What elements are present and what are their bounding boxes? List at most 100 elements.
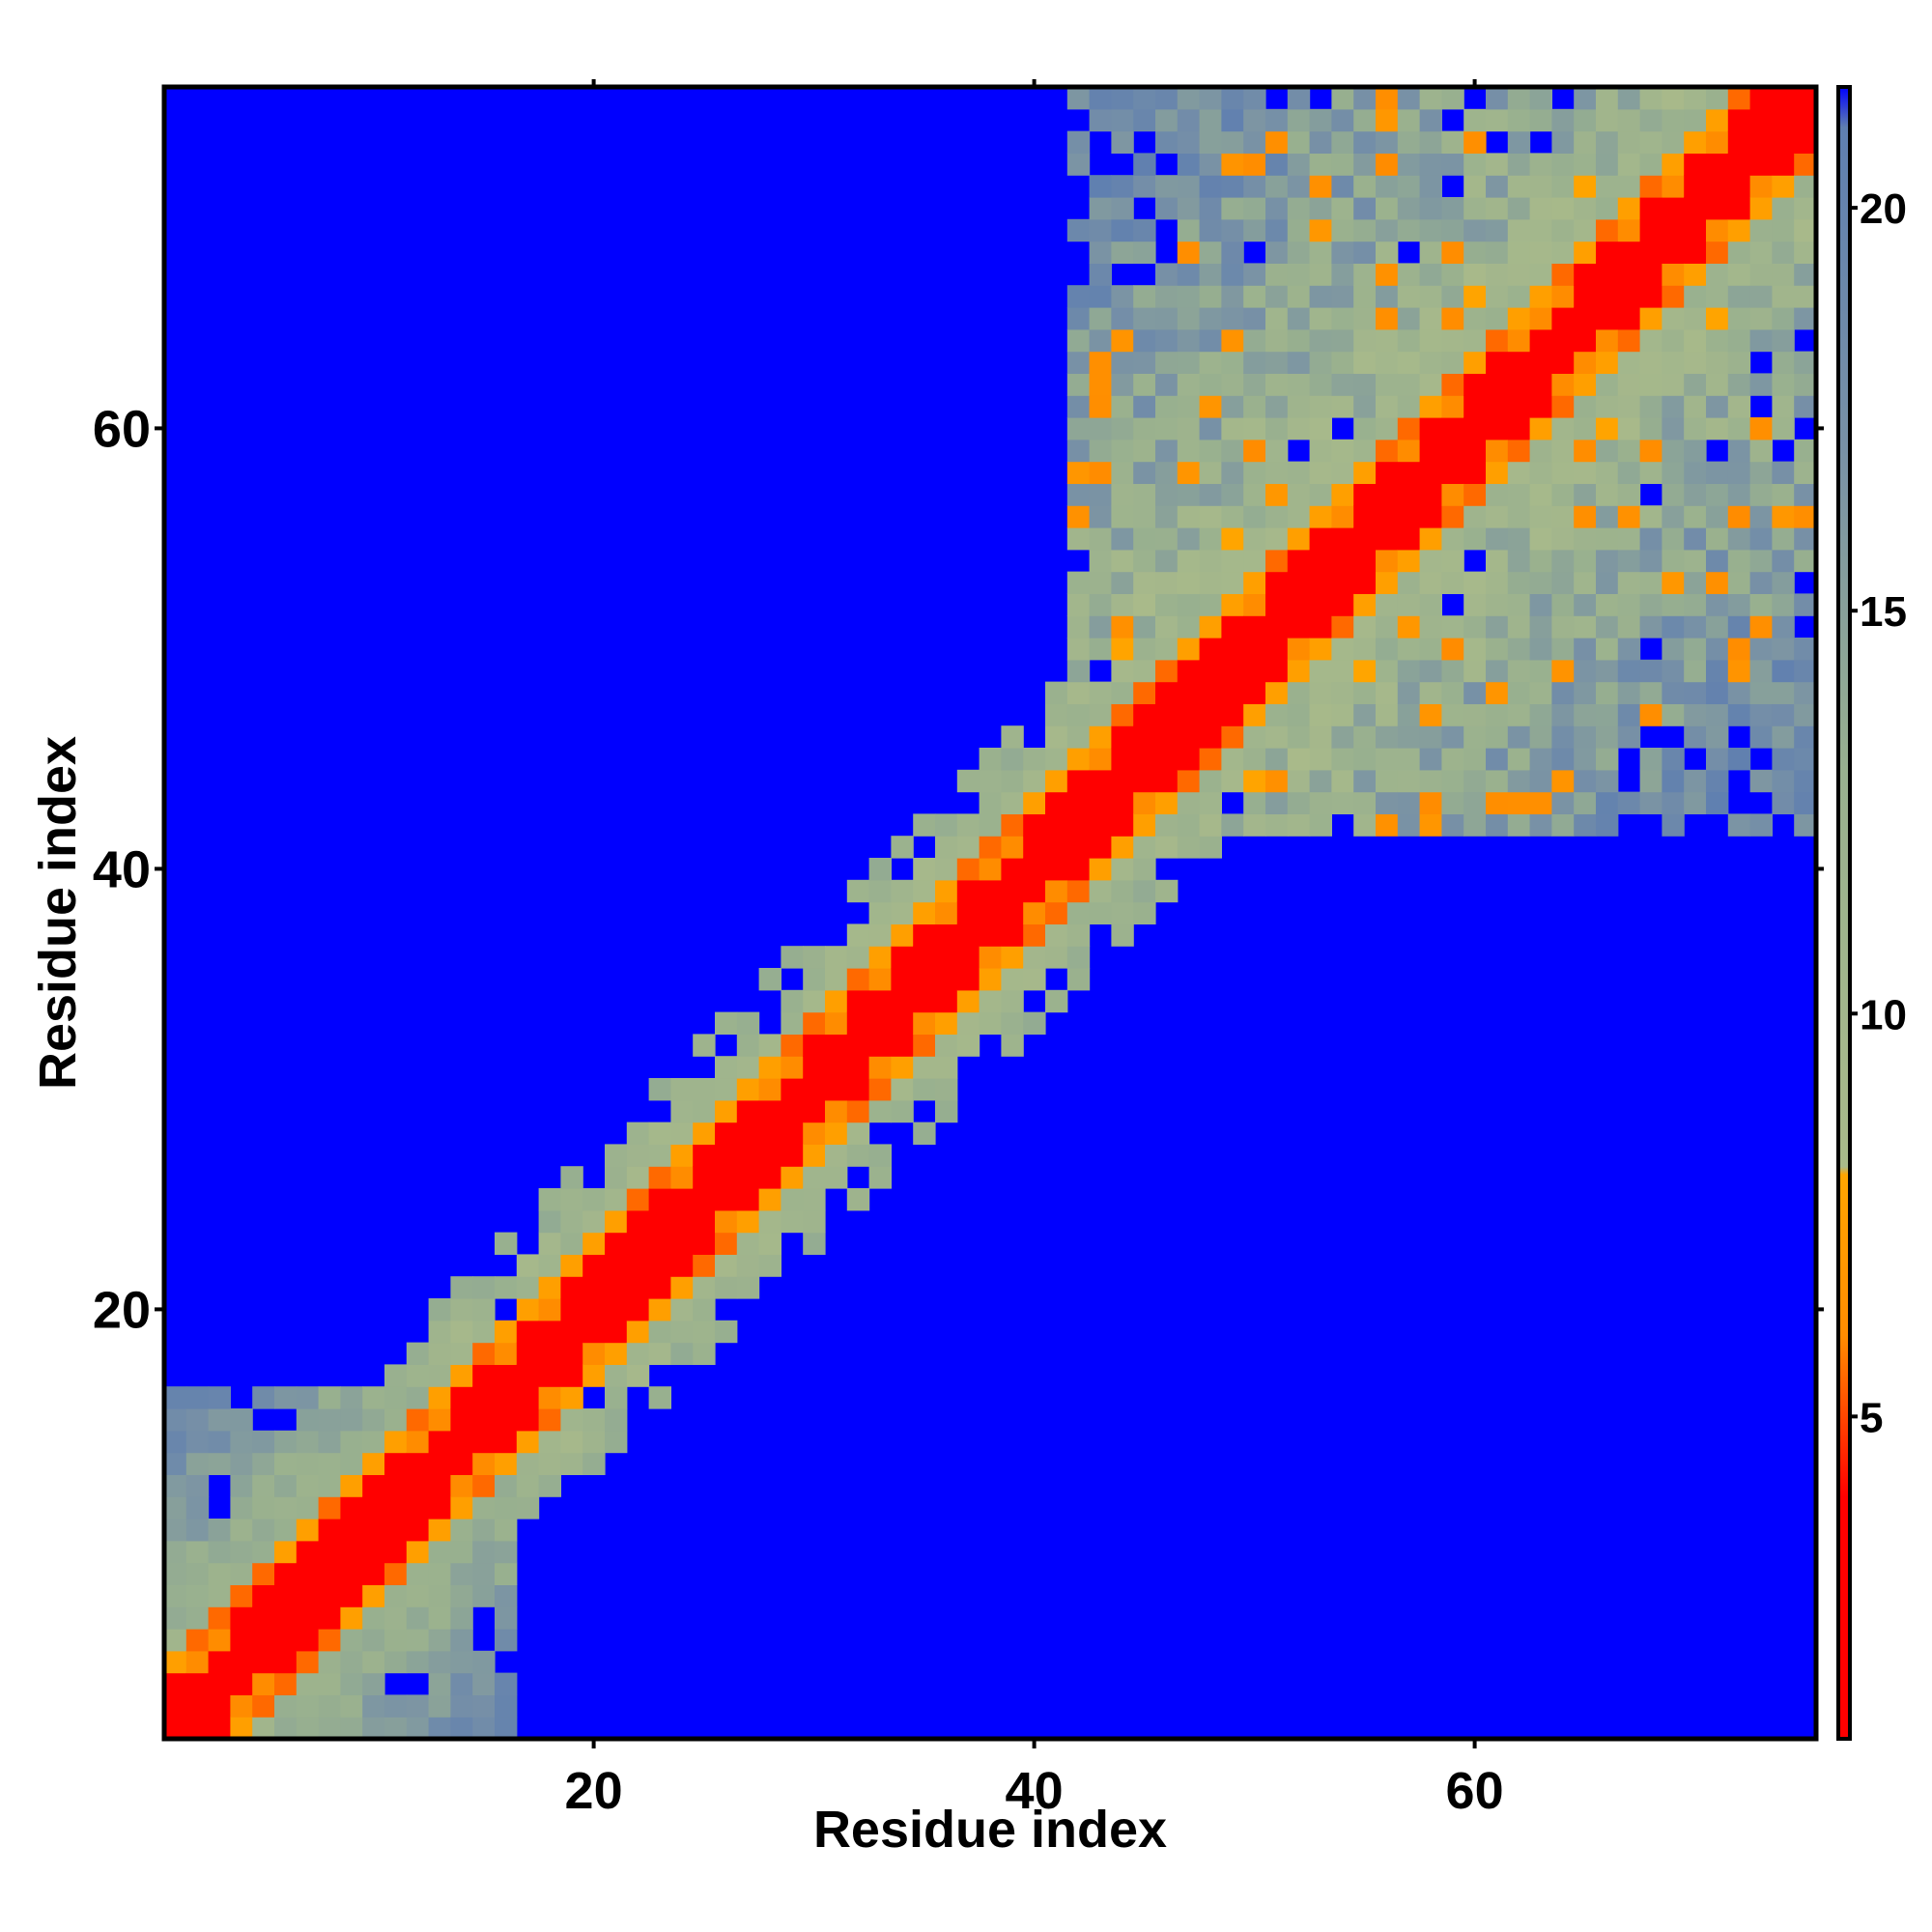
heatmap-cell xyxy=(935,1011,958,1035)
heatmap-cell xyxy=(1749,527,1773,551)
heatmap-cell xyxy=(495,1717,518,1740)
heatmap-cell xyxy=(1331,108,1354,132)
heatmap-cell xyxy=(1419,549,1442,573)
heatmap-cell xyxy=(1287,263,1311,286)
heatmap-cell xyxy=(450,1320,473,1344)
heatmap-cell xyxy=(1221,328,1244,353)
heatmap-cell xyxy=(605,1209,628,1234)
heatmap-cell xyxy=(1617,153,1641,176)
heatmap-cell xyxy=(1529,748,1552,771)
heatmap-cell xyxy=(1177,681,1201,704)
heatmap-cell xyxy=(1331,527,1354,551)
heatmap-cell xyxy=(1794,108,1817,132)
heatmap-cell xyxy=(1639,703,1662,726)
heatmap-cell xyxy=(605,1430,628,1454)
heatmap-cell xyxy=(274,1650,298,1674)
heatmap-cell xyxy=(1023,748,1046,771)
heatmap-cell xyxy=(846,879,870,903)
heatmap-cell xyxy=(1376,87,1399,110)
heatmap-cell xyxy=(1331,130,1354,154)
heatmap-cell xyxy=(715,1232,738,1255)
heatmap-cell xyxy=(1574,108,1597,132)
heatmap-cell xyxy=(1066,373,1091,396)
heatmap-cell xyxy=(1177,638,1201,661)
heatmap-cell xyxy=(384,1540,408,1564)
heatmap-cell xyxy=(648,1320,671,1344)
heatmap-cell xyxy=(538,1188,561,1211)
heatmap-cell xyxy=(1749,307,1773,330)
heatmap-cell xyxy=(1309,241,1332,264)
heatmap-cell xyxy=(428,1408,451,1432)
heatmap-cell xyxy=(164,1694,187,1718)
heatmap-cell xyxy=(956,836,980,859)
heatmap-cell xyxy=(296,1540,320,1564)
heatmap-cell xyxy=(428,1629,451,1652)
heatmap-cell xyxy=(1639,263,1662,286)
heatmap-cell xyxy=(626,1232,650,1255)
heatmap-cell xyxy=(1111,417,1134,440)
heatmap-cell xyxy=(495,1320,518,1344)
heatmap-cell xyxy=(1111,285,1134,308)
heatmap-cell xyxy=(891,1011,914,1035)
heatmap-cell xyxy=(1023,879,1046,903)
heatmap-cell xyxy=(1639,615,1662,639)
heatmap-cell xyxy=(1507,549,1531,573)
heatmap-cell xyxy=(1265,549,1289,573)
heatmap-cell xyxy=(1353,638,1377,661)
heatmap-cell xyxy=(428,1562,451,1585)
heatmap-cell xyxy=(605,1144,628,1167)
heatmap-cell xyxy=(736,1011,760,1035)
heatmap-cell xyxy=(1309,439,1332,463)
heatmap-cell xyxy=(913,946,936,969)
heatmap-cell xyxy=(1221,571,1244,594)
heatmap-cell xyxy=(1441,153,1464,176)
heatmap-cell xyxy=(626,1364,650,1387)
heatmap-cell xyxy=(1221,681,1244,704)
heatmap-cell xyxy=(1551,527,1575,551)
plot-frame xyxy=(161,84,1819,1742)
heatmap-cell xyxy=(648,1122,671,1145)
heatmap-cell xyxy=(1463,285,1487,308)
heatmap-cell xyxy=(1397,748,1421,771)
heatmap-cell xyxy=(1177,395,1201,418)
heatmap-cell xyxy=(1639,791,1662,814)
heatmap-cell xyxy=(825,1144,848,1167)
heatmap-cell xyxy=(1066,328,1091,353)
heatmap-cell xyxy=(1727,527,1751,551)
heatmap-cell xyxy=(891,1078,914,1101)
heatmap-cell xyxy=(1486,615,1509,639)
heatmap-cell xyxy=(1243,130,1266,154)
heatmap-cell xyxy=(1376,417,1399,440)
heatmap-cell xyxy=(1662,748,1685,771)
heatmap-cell xyxy=(670,1320,694,1344)
heatmap-cell xyxy=(1066,769,1091,793)
heatmap-cell xyxy=(1397,285,1421,308)
heatmap-cell xyxy=(1177,813,1201,837)
heatmap-cell xyxy=(1486,813,1509,837)
heatmap-cell xyxy=(1749,153,1773,176)
heatmap-cell xyxy=(1772,395,1795,418)
heatmap-cell xyxy=(1684,615,1707,639)
heatmap-cell xyxy=(1507,285,1531,308)
heatmap-cell xyxy=(582,1254,606,1277)
heatmap-cell xyxy=(1507,439,1531,463)
heatmap-cell xyxy=(340,1496,363,1520)
heatmap-cell xyxy=(495,1584,518,1607)
heatmap-cell xyxy=(1265,461,1289,484)
heatmap-cell xyxy=(1265,615,1289,639)
heatmap-cell xyxy=(1419,791,1442,814)
heatmap-cell xyxy=(1089,681,1112,704)
heatmap-cell xyxy=(1639,593,1662,616)
heatmap-cell xyxy=(1574,263,1597,286)
heatmap-cell xyxy=(1066,593,1091,616)
heatmap-cell xyxy=(1309,769,1332,793)
heatmap-cell xyxy=(715,1078,738,1101)
heatmap-cell xyxy=(1662,328,1685,353)
heatmap-cell xyxy=(736,1078,760,1101)
heatmap-cell xyxy=(1133,328,1156,353)
heatmap-cell xyxy=(1089,328,1112,353)
heatmap-cell xyxy=(1617,263,1641,286)
heatmap-cell xyxy=(1397,175,1421,198)
heatmap-cell xyxy=(1397,681,1421,704)
